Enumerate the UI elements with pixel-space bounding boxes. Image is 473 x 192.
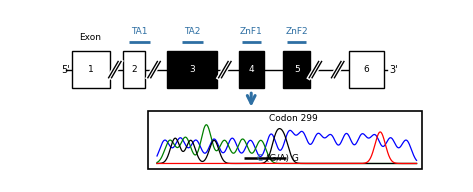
Text: TA1: TA1 xyxy=(131,27,147,36)
Bar xyxy=(148,111,422,169)
Text: ZnF1: ZnF1 xyxy=(240,27,263,36)
Text: Exon: Exon xyxy=(79,32,101,41)
Text: 3': 3' xyxy=(389,65,398,75)
Text: 1: 1 xyxy=(88,65,94,74)
Text: 2: 2 xyxy=(131,65,137,74)
Text: TA2: TA2 xyxy=(184,27,201,36)
Bar xyxy=(167,51,217,88)
Text: 3: 3 xyxy=(189,65,195,74)
Text: 6: 6 xyxy=(363,65,369,74)
Bar xyxy=(283,51,310,88)
Bar xyxy=(123,51,145,88)
Text: 5': 5' xyxy=(61,65,70,75)
Text: C: C xyxy=(256,154,263,163)
Text: (G/A) G: (G/A) G xyxy=(263,154,298,163)
Bar xyxy=(72,51,110,88)
Bar xyxy=(239,51,263,88)
Bar xyxy=(349,51,384,88)
Text: 5: 5 xyxy=(294,65,299,74)
Text: Codon 299: Codon 299 xyxy=(269,114,318,123)
Text: ZnF2: ZnF2 xyxy=(285,27,308,36)
Text: 4: 4 xyxy=(248,65,254,74)
